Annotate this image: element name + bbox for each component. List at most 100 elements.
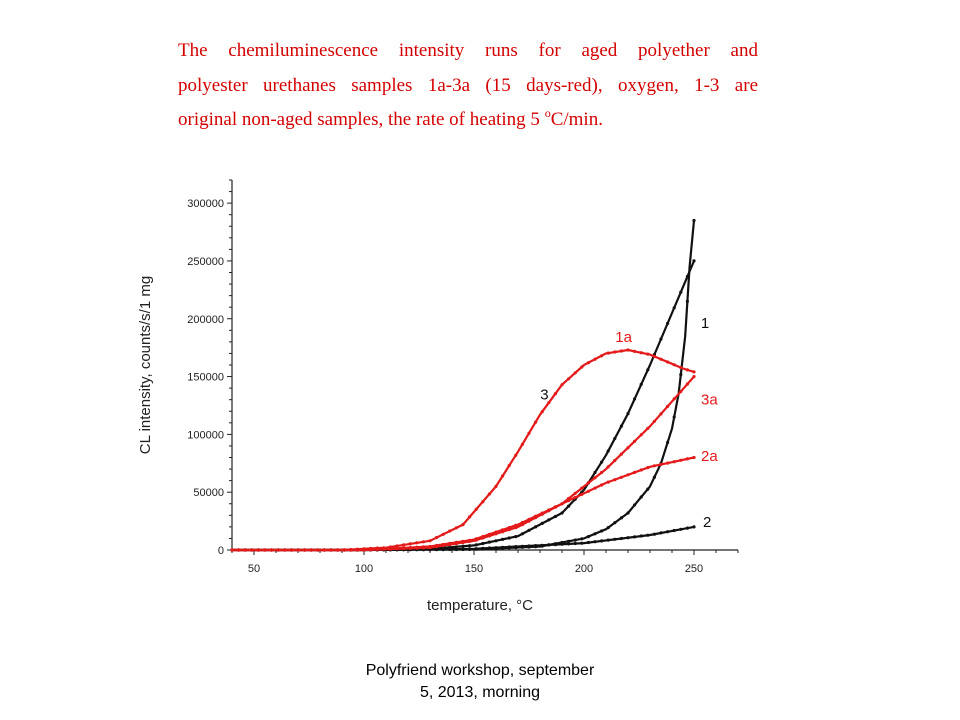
- series-point-1a: [494, 484, 498, 488]
- curve-label-1a: 1a: [615, 329, 632, 346]
- series-point-1: [692, 218, 696, 223]
- series-point-3a: [481, 536, 485, 540]
- series-point-3: [672, 306, 676, 310]
- series-point-2: [553, 543, 558, 547]
- series-point-1a: [435, 535, 439, 540]
- series-point-3a: [316, 548, 320, 552]
- series-point-2: [468, 547, 472, 551]
- series-point-3: [494, 539, 498, 543]
- series-point-3: [679, 290, 683, 294]
- caption-line-3-unit: C/min.: [550, 109, 603, 130]
- series-point-2: [685, 526, 690, 530]
- series-point-2: [567, 542, 571, 546]
- series-point-3: [468, 544, 472, 548]
- series-point-3: [646, 368, 650, 372]
- series-point-3a: [487, 534, 491, 538]
- slide-footer: Polyfriend workshop, september 5, 2013, …: [300, 660, 660, 704]
- series-point-1a: [573, 371, 577, 375]
- series-point-1: [600, 529, 604, 533]
- series-point-3a: [534, 516, 538, 520]
- series-point-3: [685, 274, 690, 279]
- series-point-1a: [454, 526, 458, 530]
- footer-line-2: 5, 2013, morning: [419, 684, 541, 701]
- series-point-1: [567, 539, 571, 543]
- series-point-2: [547, 543, 551, 547]
- series-point-3: [534, 525, 538, 529]
- series-point-1a: [428, 539, 432, 543]
- series-point-1a: [520, 442, 525, 446]
- series-point-3a: [560, 502, 564, 506]
- series-point-2a: [600, 483, 604, 487]
- series-point-1a: [408, 542, 412, 546]
- series-point-2a: [593, 486, 597, 490]
- series-point-3: [501, 537, 505, 542]
- y-tick-label: 150000: [187, 372, 224, 384]
- series-point-3a: [428, 546, 432, 550]
- curve-label-1: 1: [701, 315, 709, 332]
- series-point-2: [481, 546, 485, 551]
- slide-caption: The chemiluminescence intensity runs for…: [178, 34, 758, 138]
- series-point-3a: [322, 548, 326, 552]
- series-point-2: [679, 527, 683, 531]
- series-point-1a: [646, 352, 650, 356]
- x-tick-label: 50: [248, 563, 260, 575]
- series-point-2a: [580, 492, 584, 496]
- series-point-3a: [243, 548, 247, 552]
- series-point-2: [514, 545, 518, 549]
- series-point-2: [619, 536, 624, 541]
- series-point-3: [527, 528, 531, 532]
- series-point-3a: [646, 426, 650, 430]
- series-point-3: [666, 321, 670, 325]
- series-point-3a: [593, 476, 597, 480]
- series-point-3a: [573, 491, 577, 495]
- caption-line-1: The chemiluminescence intensity runs for…: [178, 40, 758, 61]
- series-point-1a: [415, 541, 419, 545]
- series-point-1a: [593, 357, 597, 361]
- series-point-3: [613, 436, 617, 441]
- series-point-3a: [276, 548, 280, 552]
- series-point-3a: [375, 547, 379, 552]
- series-point-1: [619, 516, 624, 520]
- series-point-2a: [672, 460, 676, 464]
- caption-line-3-text: original non-aged samples, the rate of h…: [178, 109, 540, 130]
- series-point-1: [679, 373, 683, 377]
- series-point-3a: [600, 470, 604, 475]
- series-point-3a: [388, 547, 392, 551]
- series-point-3: [606, 449, 610, 453]
- series-point-3a: [633, 439, 637, 443]
- series-point-3a: [494, 532, 498, 536]
- series-point-3: [441, 546, 445, 550]
- series-point-2: [646, 533, 650, 537]
- series-point-3a: [256, 548, 260, 552]
- series-point-3a: [230, 548, 234, 552]
- series-point-1a: [560, 383, 564, 387]
- series-point-3a: [402, 547, 406, 551]
- series-point-3a: [692, 375, 696, 379]
- series-point-1a: [639, 351, 643, 355]
- series-point-1a: [666, 360, 670, 364]
- series-point-3a: [362, 548, 366, 552]
- series-point-3a: [639, 433, 643, 437]
- series-point-3: [507, 536, 511, 540]
- series-point-1a: [567, 377, 571, 381]
- series-point-1a: [441, 532, 445, 536]
- y-axis-label: CL intensity, counts/s/1 mg: [137, 276, 154, 454]
- series-point-3a: [441, 544, 445, 548]
- series-point-1: [613, 521, 617, 525]
- series-point-1a: [481, 500, 485, 504]
- series-point-1: [580, 537, 584, 541]
- series-point-3a: [329, 548, 333, 552]
- series-point-1a: [600, 354, 604, 358]
- curve-label-2a: 2a: [701, 448, 718, 465]
- series-point-2: [633, 535, 637, 539]
- series-point-2: [666, 530, 670, 534]
- series-point-2a: [652, 464, 657, 468]
- series-point-3a: [547, 509, 551, 513]
- series-point-1: [666, 440, 670, 445]
- y-tick-label: 300000: [187, 198, 224, 210]
- series-point-1: [646, 487, 650, 491]
- series-point-3: [567, 504, 571, 508]
- y-tick-label: 100000: [187, 429, 224, 441]
- series-point-2a: [659, 462, 663, 466]
